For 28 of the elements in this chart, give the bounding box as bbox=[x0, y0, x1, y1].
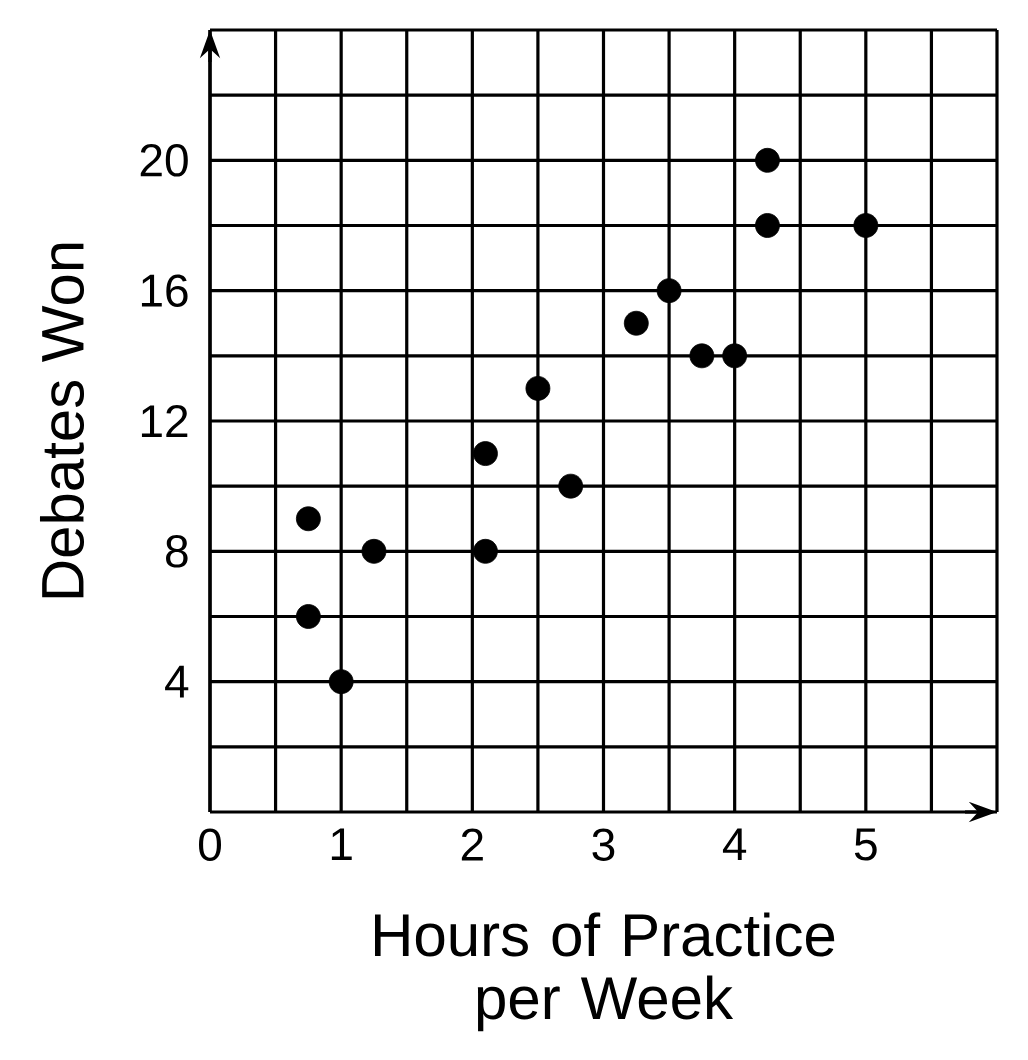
point bbox=[295, 604, 321, 629]
point bbox=[623, 310, 649, 336]
point bbox=[755, 213, 780, 238]
x-axis-title: Hours of Practice per Week bbox=[375, 912, 835, 1032]
x-tick-label: 4 bbox=[722, 828, 747, 861]
x-tick-label: 0 bbox=[199, 828, 222, 861]
x-tick-label: 3 bbox=[592, 828, 615, 861]
point bbox=[473, 441, 498, 466]
y-tick-label: 20 bbox=[140, 144, 188, 177]
x-tick-label: 5 bbox=[854, 828, 877, 861]
y-tick-label: 8 bbox=[166, 535, 188, 568]
point bbox=[295, 506, 321, 532]
point bbox=[361, 538, 387, 564]
x-tick-label: 2 bbox=[461, 828, 483, 861]
point bbox=[722, 343, 748, 369]
point bbox=[755, 147, 780, 173]
y-tick-label: 12 bbox=[141, 404, 188, 438]
point bbox=[558, 473, 584, 499]
point bbox=[689, 343, 715, 369]
point bbox=[473, 538, 498, 564]
x-tick-label: 1 bbox=[331, 828, 352, 861]
y-tick-label: 4 bbox=[165, 665, 189, 698]
point bbox=[328, 669, 354, 695]
y-axis-title: Debates Won bbox=[39, 243, 85, 598]
point bbox=[853, 213, 879, 238]
point bbox=[525, 376, 551, 401]
y-tick-label: 16 bbox=[141, 274, 188, 307]
point bbox=[656, 278, 682, 304]
